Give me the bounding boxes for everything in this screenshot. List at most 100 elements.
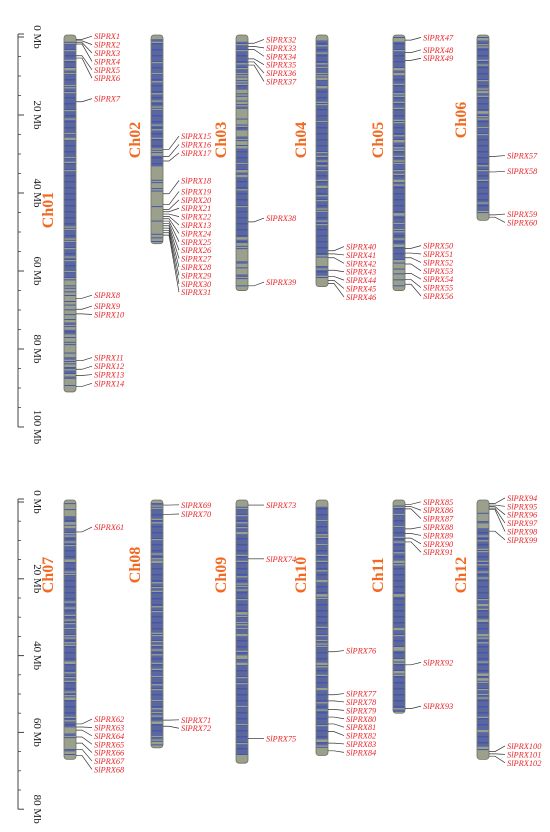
density-band [64,52,76,54]
density-band [236,529,248,531]
density-band [64,106,76,108]
density-band [236,640,248,641]
density-band [316,566,328,568]
density-band [477,719,489,721]
density-band [236,51,248,53]
density-band [236,67,248,68]
density-band [151,61,163,62]
density-band [477,529,489,531]
density-band [316,46,328,48]
density-band [64,301,76,302]
density-band [64,370,76,372]
density-band [64,650,76,652]
gene-pointer-line [76,729,93,737]
gene-pointer-line [248,217,265,223]
density-band [393,623,405,625]
density-band [393,91,405,92]
density-band [477,57,489,59]
gene-label: SlPRX46 [346,293,377,302]
density-band [236,523,248,525]
density-band [236,55,248,56]
density-band [316,577,328,579]
density-band [477,736,489,737]
gene-label: SlPRX92 [423,658,453,667]
density-band [316,161,328,163]
density-band [236,710,248,712]
density-band [151,594,163,596]
density-band [64,333,76,335]
density-band [316,64,328,66]
density-band [236,671,248,673]
density-band [477,191,489,193]
density-band [393,509,405,511]
density-band [236,236,248,238]
density-band [477,611,489,613]
gene-label: SlPRX43 [346,268,376,277]
density-band [151,157,163,158]
density-band [151,64,163,66]
gene-marker: SlPRX87 [405,508,454,524]
density-band [316,193,328,194]
density-band [477,58,489,60]
gene-label: SlPRX87 [423,515,454,524]
density-band [316,698,328,700]
gene-pointer-line [76,57,93,79]
density-band [477,646,489,647]
density-band [393,520,405,521]
density-band [316,727,328,729]
density-band [393,205,405,206]
density-band [316,135,328,137]
density-band [393,617,405,619]
density-band [236,700,248,701]
density-band [477,41,489,43]
density-band [477,172,489,174]
density-band [393,183,405,185]
density-band [393,606,405,608]
density-band [393,255,405,257]
gene-pointer-line [405,533,422,536]
density-band [64,700,76,701]
density-band [64,565,76,567]
density-band [316,145,328,146]
density-band [316,612,328,614]
density-band [64,600,76,602]
density-band [151,521,163,523]
density-band [316,116,328,118]
density-band [236,172,248,174]
density-band [393,268,405,270]
density-band [236,85,248,86]
density-band [477,698,489,700]
density-band [236,752,248,754]
density-band [64,131,76,133]
density-band [64,91,76,92]
gene-marker: SlPRX81 [328,723,376,732]
density-band [316,538,328,539]
density-band [64,194,76,196]
density-band [477,163,489,164]
density-band [393,679,405,681]
density-band [151,111,163,113]
density-band [236,674,248,676]
density-band [477,575,489,577]
density-band [64,580,76,581]
density-band [477,173,489,175]
gene-pointer-line [405,283,422,297]
density-band [151,206,163,208]
gene-marker: SlPRX18 [163,177,212,195]
density-band [316,599,328,601]
density-band [316,610,328,611]
density-band [316,274,328,276]
density-band [316,533,328,535]
chromosome-label-ch12: Ch12 [453,557,470,593]
gene-label: SlPRX64 [94,732,124,741]
density-band [316,253,328,254]
density-band [393,689,405,691]
density-band [151,571,163,573]
density-band [64,685,76,687]
density-band [316,231,328,233]
density-band [316,668,328,670]
density-band [64,193,76,194]
density-band [477,70,489,72]
gene-pointer-line [76,42,93,54]
density-band [393,614,405,616]
